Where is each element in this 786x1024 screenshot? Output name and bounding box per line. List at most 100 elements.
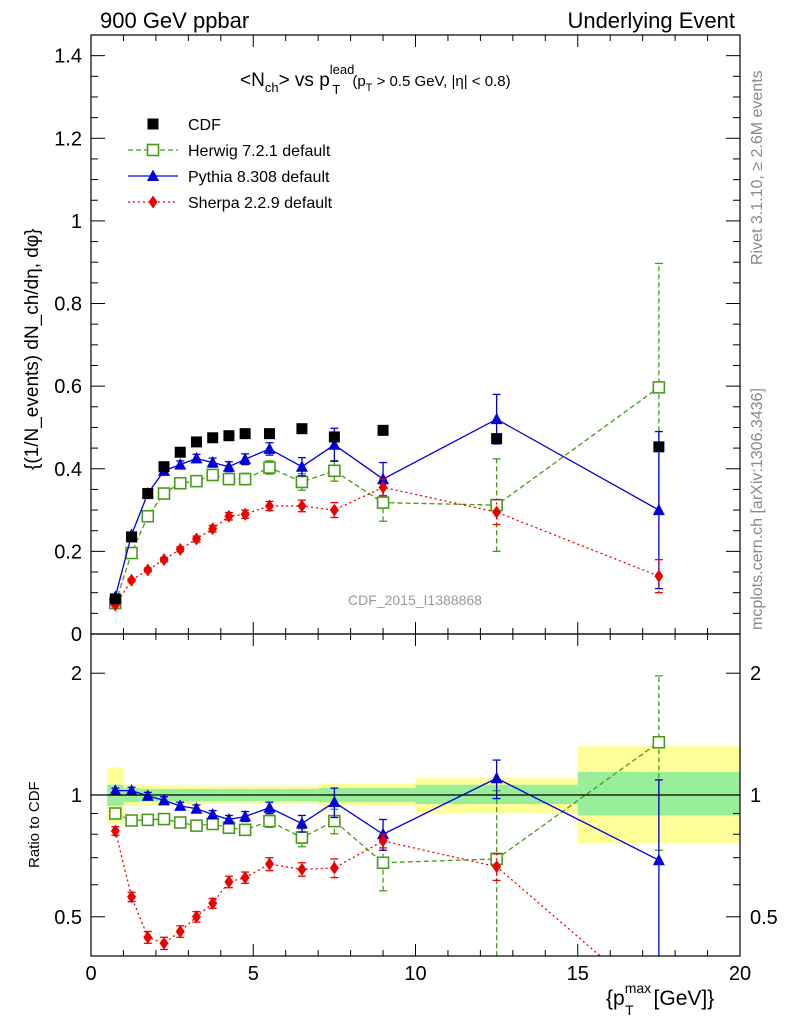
- main-series-line: [114, 386, 660, 604]
- legend-marker: [146, 143, 160, 157]
- main-point: [491, 433, 503, 445]
- ratio-point: [295, 817, 308, 829]
- ratio-point: [157, 812, 171, 826]
- ratio-point: [159, 936, 169, 950]
- x-tick-label: 10: [404, 963, 426, 985]
- ratio-y-tick-label: 1: [71, 785, 82, 807]
- main-point: [142, 488, 154, 500]
- main-plot-data: [109, 262, 666, 612]
- legend-marker: [148, 195, 158, 209]
- main-point: [126, 531, 138, 543]
- ratio-point: [222, 812, 235, 825]
- main-point: [653, 441, 665, 453]
- main-point: [222, 472, 236, 486]
- ratio-point: [224, 875, 234, 889]
- ratio-point: [376, 856, 390, 870]
- x-axis-label: {pmax T [GeV]}: [606, 980, 714, 1018]
- main-y-tick-label: 1: [71, 211, 82, 233]
- main-point: [654, 569, 664, 583]
- legend-entry: Pythia 8.308 default: [128, 169, 330, 186]
- ratio-y-tick-label-right: 2: [750, 663, 761, 685]
- analysis-watermark: CDF_2015_I1388868: [348, 592, 482, 608]
- main-point: [296, 423, 308, 435]
- ratio-point: [110, 824, 120, 838]
- title-main-a-sub: ch: [265, 80, 279, 95]
- main-point: [328, 438, 341, 450]
- main-point: [652, 503, 665, 516]
- main-point: [224, 509, 234, 523]
- legend-label: CDF: [188, 117, 221, 134]
- main-point: [125, 546, 138, 560]
- main-series-cdf: [109, 423, 665, 605]
- ratio-point: [264, 857, 274, 871]
- ratio-series-line: [114, 830, 602, 956]
- main-point: [377, 424, 389, 436]
- ratio-point: [297, 862, 307, 876]
- ratio-y-tick-label-right: 0.5: [750, 907, 778, 929]
- main-point: [263, 442, 276, 454]
- main-point: [263, 461, 276, 474]
- main-point: [158, 461, 170, 473]
- main-point: [329, 503, 339, 517]
- ratio-point: [158, 793, 171, 806]
- main-y-tick-label: 0.6: [54, 376, 82, 398]
- x-tick-label: 15: [567, 963, 589, 985]
- xlabel-open: {p: [606, 987, 625, 1010]
- header-left-label: 900 GeV ppbar: [100, 8, 249, 33]
- ratio-point: [127, 890, 137, 904]
- main-y-tick-label: 1.2: [54, 128, 82, 150]
- ratio-y-tick-label: 2: [71, 663, 82, 685]
- main-point: [492, 505, 502, 519]
- title-main-b: > vs p: [279, 70, 330, 91]
- ratio-y-tick-label-right: 1: [750, 785, 761, 807]
- ratio-point: [240, 871, 250, 885]
- ratio-point: [125, 814, 138, 827]
- ratio-point: [125, 784, 138, 796]
- main-point: [190, 474, 203, 488]
- main-y-tick-label: 1.4: [54, 46, 82, 68]
- plot-title: <Nch> vs plead T (pT > 0.5 GeV, |η| < 0.8): [240, 62, 511, 97]
- xlabel-sup: max: [625, 980, 651, 996]
- main-point: [223, 430, 235, 442]
- xlabel-close: [GeV]}: [648, 987, 715, 1010]
- title-main-b-sub: T: [332, 82, 340, 97]
- ratio-point: [206, 817, 219, 831]
- main-point: [173, 476, 187, 490]
- title-main-a: <N: [240, 70, 265, 91]
- main-point: [297, 499, 307, 513]
- main-point: [190, 436, 202, 448]
- ratio-point: [490, 771, 503, 784]
- main-point: [239, 452, 252, 465]
- main-y-tick-label: 0.8: [54, 294, 82, 316]
- xlabel-sub: T: [625, 1002, 634, 1018]
- ratio-point: [239, 809, 252, 822]
- main-point: [208, 522, 218, 536]
- legend-label: Sherpa 2.2.9 default: [188, 195, 333, 212]
- main-point: [174, 458, 187, 470]
- ratio-point: [143, 930, 153, 944]
- main-point: [264, 499, 274, 513]
- x-tick-label: 5: [248, 963, 259, 985]
- legend-marker: [147, 169, 159, 181]
- main-y-axis-label: {(1/N_events) dN_ch/dη, dφ}: [22, 228, 43, 470]
- ratio-series-pythia: [109, 759, 665, 956]
- main-point: [328, 464, 341, 478]
- ratio-point: [206, 807, 219, 820]
- ratio-series-sherpa: [110, 824, 602, 956]
- ratio-y-axis-label: Ratio to CDF: [26, 781, 43, 868]
- ratio-point: [190, 819, 203, 832]
- ratio-point: [378, 834, 388, 848]
- title-main-b-sup: lead: [330, 62, 355, 77]
- ratio-point: [191, 910, 201, 924]
- title-cut-a-sub: T: [366, 82, 373, 94]
- ratio-y-tick-label: 0.5: [54, 907, 82, 929]
- main-point: [191, 532, 201, 546]
- ratio-plot-data: [109, 675, 666, 956]
- main-series-herwig: [109, 262, 666, 610]
- ratio-point: [329, 861, 339, 875]
- ratio-point: [141, 813, 155, 827]
- main-point: [174, 446, 186, 458]
- ratio-point: [295, 831, 309, 844]
- x-tick-label: 20: [729, 963, 751, 985]
